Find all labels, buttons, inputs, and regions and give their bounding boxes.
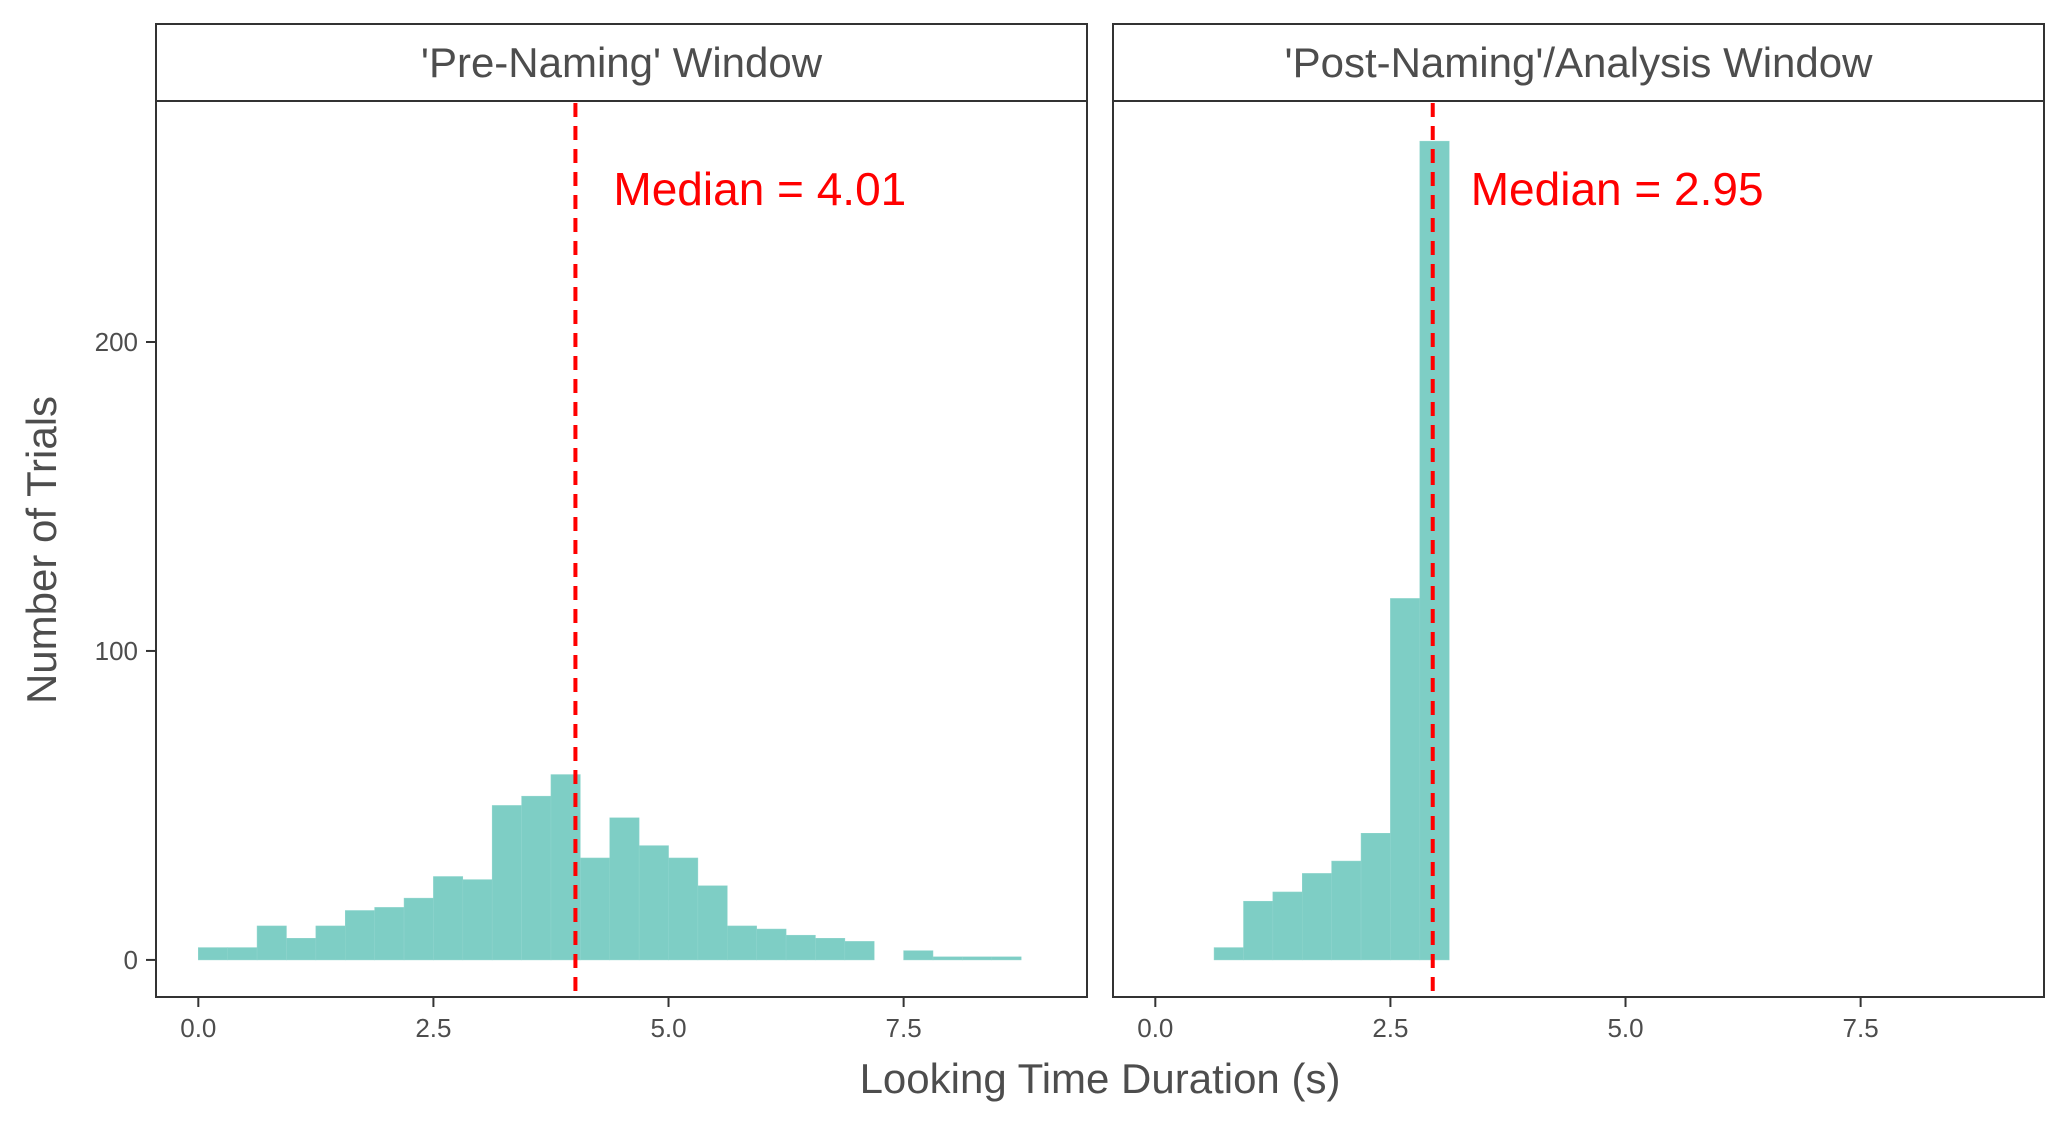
- panel-border: [1112, 100, 2045, 998]
- histogram-bar: [1213, 947, 1244, 961]
- x-tick-label: 0.0: [1137, 1013, 1173, 1043]
- histogram-bar: [727, 925, 757, 961]
- histogram-bar: [256, 925, 287, 961]
- histogram-bar: [903, 950, 934, 961]
- histogram-bar: [462, 879, 493, 961]
- histogram-bar: [198, 947, 228, 961]
- median-label: Median = 2.95: [1471, 163, 1764, 215]
- y-tick-label: 0: [124, 945, 138, 975]
- histogram-bar: [668, 857, 699, 961]
- facet-strip: [1112, 23, 2045, 102]
- x-tick-label: 2.5: [1372, 1013, 1408, 1043]
- facet-strip: [155, 23, 1088, 102]
- histogram-bar: [374, 907, 405, 961]
- histogram-bar: [433, 876, 464, 961]
- panel-border: [155, 100, 1088, 998]
- x-tick-label: 7.5: [1843, 1013, 1879, 1043]
- histogram-bar: [844, 941, 875, 961]
- x-axis-title: Looking Time Duration (s): [860, 1055, 1341, 1102]
- y-axis-title: Number of Trials: [18, 396, 65, 704]
- histogram-bar: [521, 795, 552, 961]
- x-tick-label: 0.0: [180, 1013, 216, 1043]
- histogram-bar: [1302, 873, 1332, 961]
- facet-strip-label: 'Post-Naming'/Analysis Window: [1285, 39, 1874, 86]
- histogram-bar: [345, 910, 375, 961]
- histogram-bar: [932, 956, 963, 961]
- panel-post-naming: 'Post-Naming'/Analysis Window Median = 2.…: [1112, 23, 2045, 1043]
- histogram-bar: [962, 956, 993, 961]
- histogram-bar: [1390, 598, 1421, 961]
- y-tick-label: 200: [95, 327, 138, 357]
- x-tick-label: 5.0: [1607, 1013, 1643, 1043]
- histogram-bar: [580, 857, 611, 961]
- histogram-bar: [403, 897, 434, 961]
- histogram-bar: [491, 805, 522, 961]
- histogram-bar: [785, 934, 816, 961]
- histogram-bar: [315, 925, 346, 961]
- histogram-bar: [1360, 832, 1391, 961]
- x-tick-label: 5.0: [650, 1013, 686, 1043]
- histogram-bar: [697, 885, 728, 961]
- histogram-bar: [1243, 900, 1274, 961]
- histogram-bar: [1331, 860, 1362, 961]
- histogram-bar: [1272, 891, 1303, 961]
- histogram-bar: [638, 845, 669, 961]
- x-tick-label: 7.5: [886, 1013, 922, 1043]
- histogram-bar: [815, 938, 846, 961]
- histogram-bar: [991, 956, 1022, 961]
- median-label: Median = 4.01: [613, 163, 906, 215]
- histogram-bar: [756, 928, 787, 961]
- y-tick-label: 100: [95, 636, 138, 666]
- panel-pre-naming: 'Pre-Naming' Window Median = 4.01 0.0 2.5 5.…: [155, 23, 1088, 1043]
- histogram-bar: [609, 817, 640, 961]
- histogram-bar: [227, 947, 258, 961]
- histogram-bar: [286, 938, 317, 961]
- x-tick-label: 2.5: [415, 1013, 451, 1043]
- facet-strip-label: 'Pre-Naming' Window: [421, 39, 823, 86]
